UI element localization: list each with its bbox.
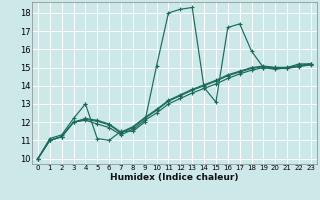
X-axis label: Humidex (Indice chaleur): Humidex (Indice chaleur) xyxy=(110,173,239,182)
